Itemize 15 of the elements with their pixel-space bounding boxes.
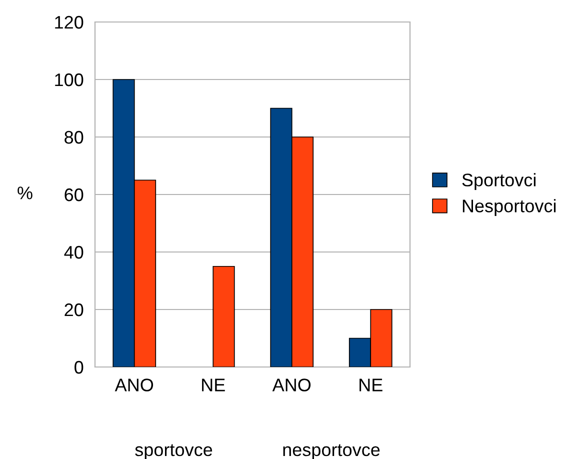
legend-label: Sportovci xyxy=(462,173,536,190)
y-tick-label: 40 xyxy=(64,246,84,259)
y-tick-label: 120 xyxy=(55,16,84,29)
bar xyxy=(212,266,235,367)
x-tick-label: ANO xyxy=(272,378,311,392)
x-tick-label: NE xyxy=(360,378,382,392)
x-tick-label: ANO xyxy=(114,378,154,392)
x-tick-label: NE xyxy=(202,378,225,392)
legend-label: Nesportovci xyxy=(462,199,556,216)
y-tick-label: 100 xyxy=(55,73,84,86)
y-tick-label: 20 xyxy=(64,303,84,316)
y-tick-label: 80 xyxy=(64,130,84,144)
y-tick-label: 60 xyxy=(64,188,84,202)
y-axis-title: % xyxy=(18,186,32,200)
y-tick-label: 0 xyxy=(74,360,84,374)
